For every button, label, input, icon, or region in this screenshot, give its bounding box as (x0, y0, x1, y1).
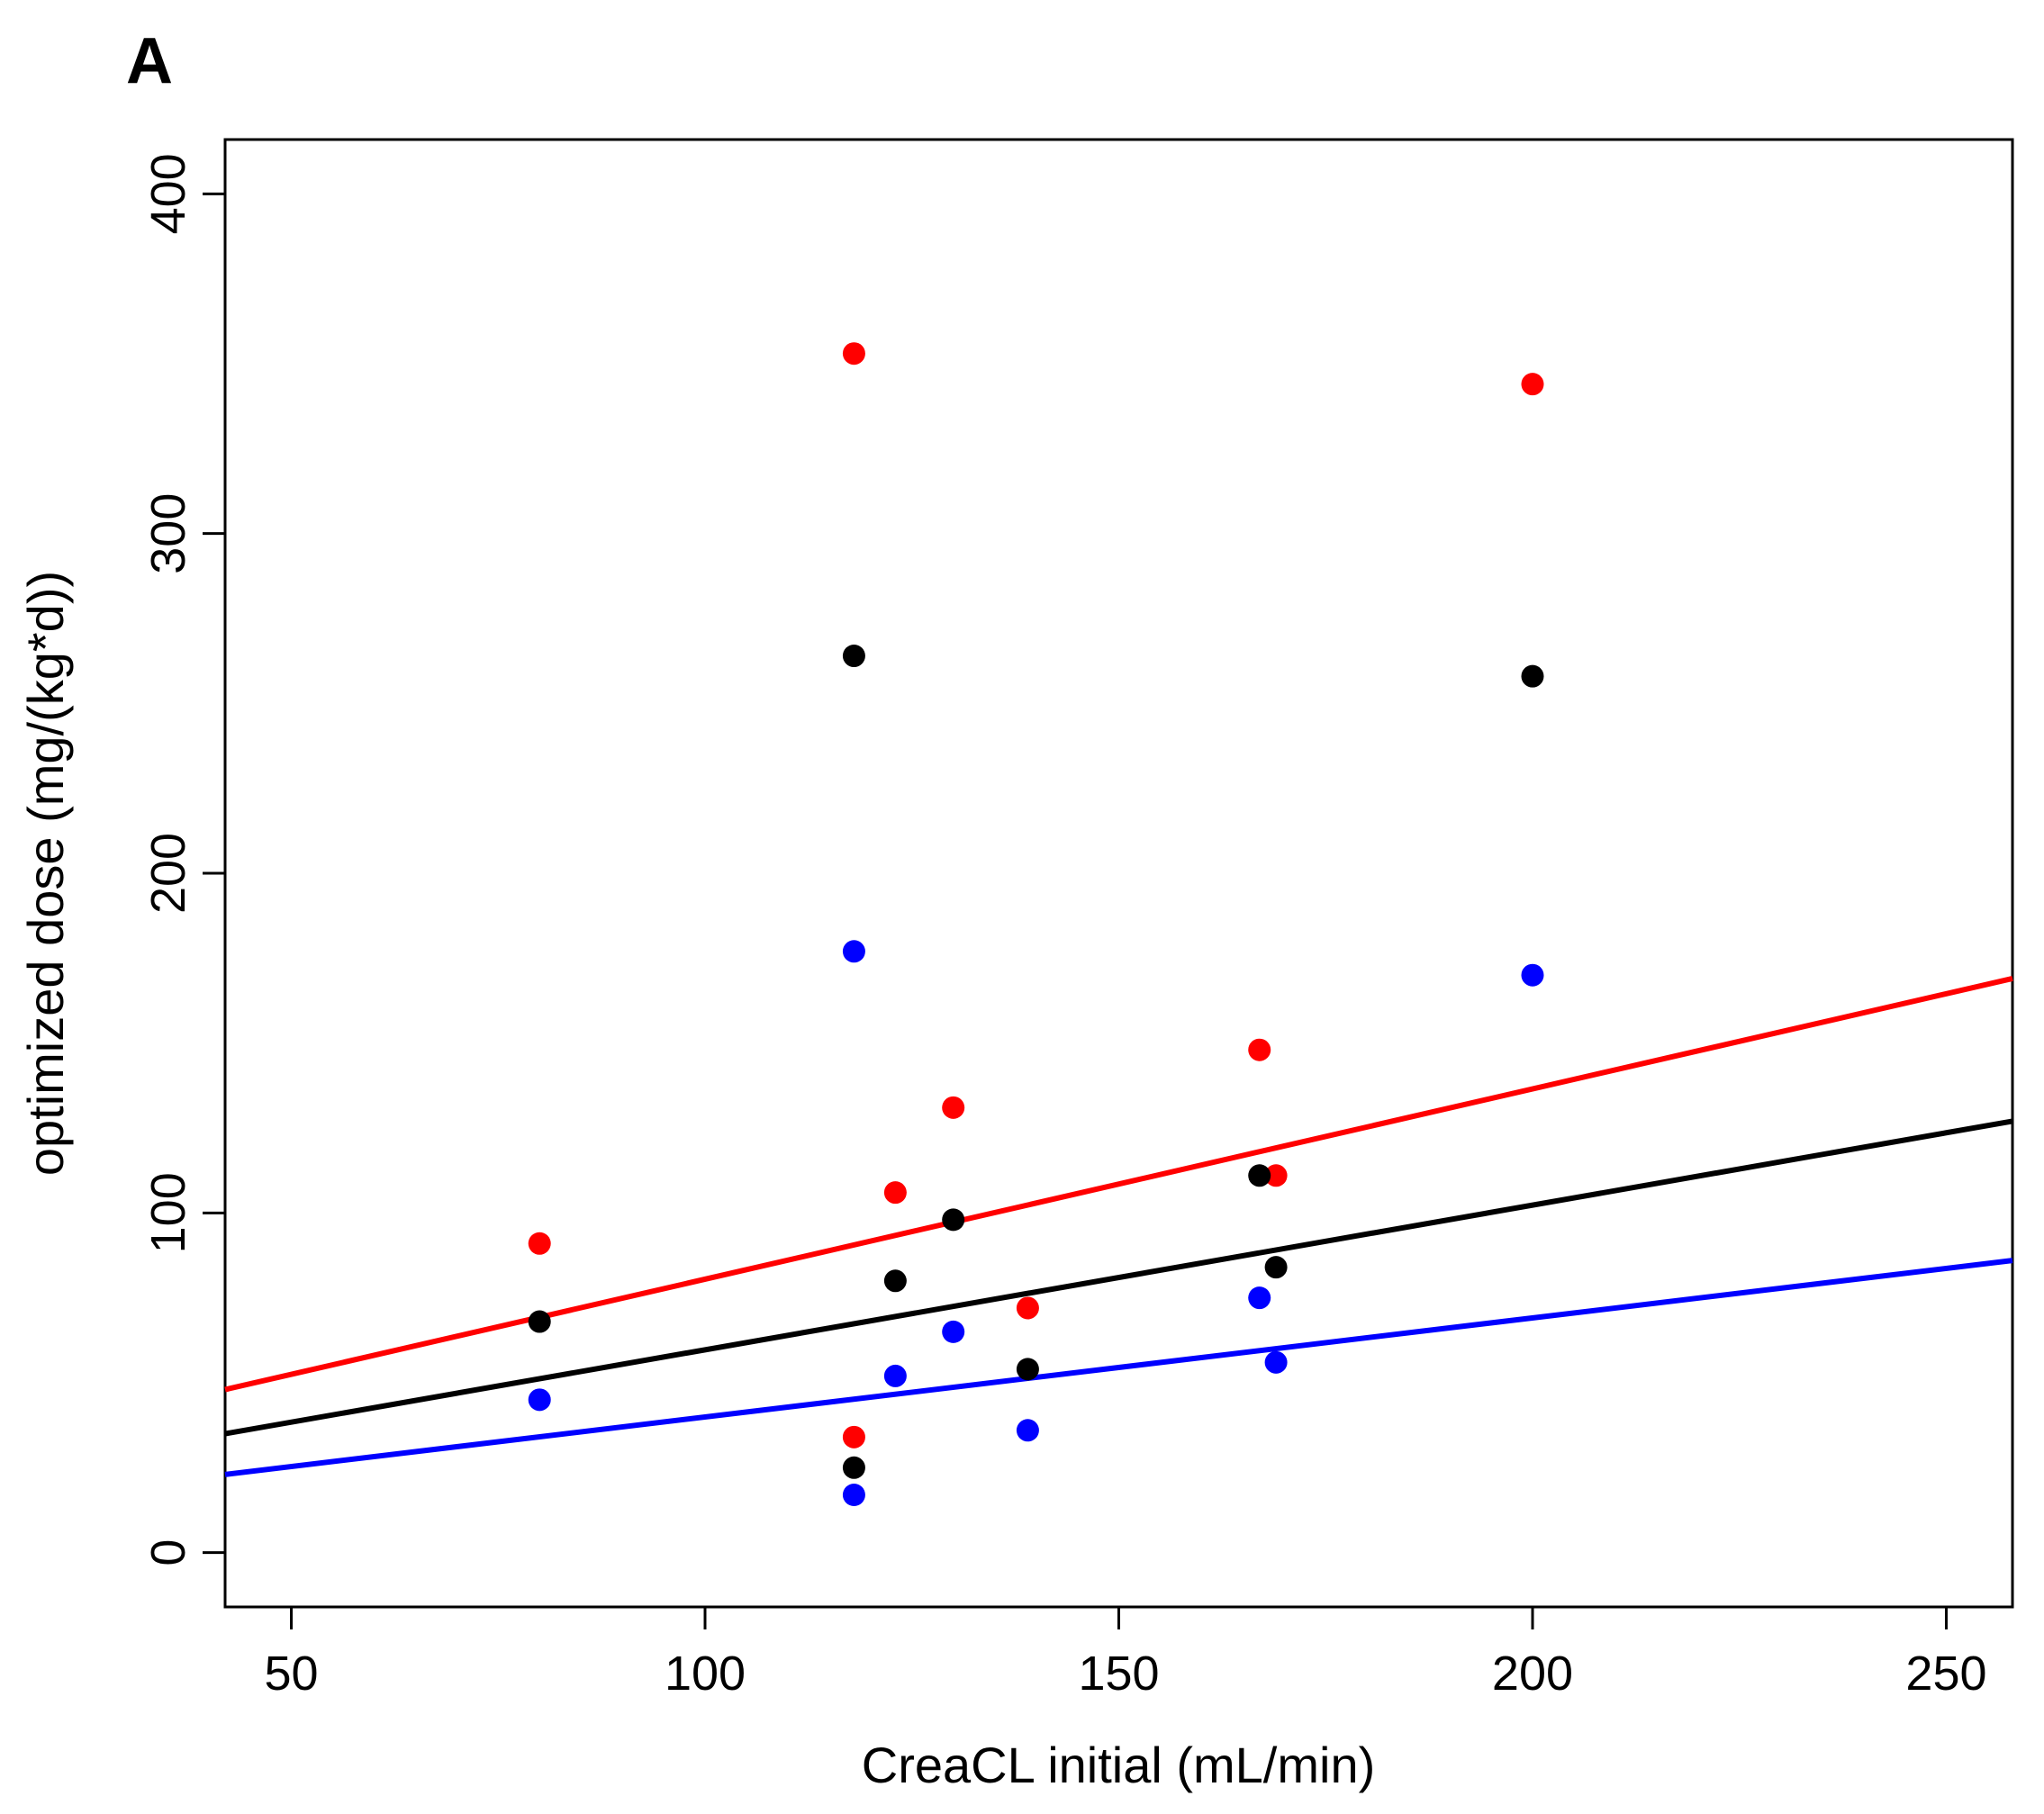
blue-point (528, 1388, 551, 1412)
y-axis: 0 100 200 300 400 (141, 153, 225, 1566)
y-tick-label: 400 (141, 153, 195, 234)
blue-point (842, 940, 865, 963)
red-fit-line (224, 976, 2013, 1393)
x-tick-label: 250 (1905, 1647, 1986, 1701)
red-point (1521, 373, 1544, 396)
blue-point (1264, 1350, 1288, 1374)
red-point (1264, 1164, 1288, 1187)
black-point (1016, 1358, 1039, 1381)
y-tick-label: 200 (141, 833, 195, 914)
blue-point (842, 1483, 865, 1506)
red-point (1016, 1296, 1039, 1320)
red-point (942, 1096, 965, 1119)
x-tick-label: 50 (264, 1647, 318, 1701)
blue-point (1521, 963, 1544, 987)
y-tick-label: 0 (141, 1539, 195, 1566)
black-point (842, 645, 865, 668)
blue-point (883, 1364, 907, 1387)
regression-lines (224, 976, 2013, 1477)
x-axis-title: CreaCL initial (mL/min) (862, 1737, 1376, 1793)
blue-point (1016, 1419, 1039, 1442)
black-fit-line (224, 1118, 2013, 1437)
x-tick-label: 100 (665, 1647, 746, 1701)
x-tick-label: 200 (1492, 1647, 1573, 1701)
black-point (528, 1310, 551, 1333)
red-point (1248, 1038, 1271, 1061)
black-point (842, 1456, 865, 1479)
red-point (528, 1232, 551, 1255)
black-point (1248, 1164, 1271, 1187)
black-point (942, 1208, 965, 1232)
blue-point (1248, 1286, 1271, 1310)
panel-label: A (126, 25, 173, 97)
y-axis-title: optimized dose (mg/(kg*d)) (17, 571, 74, 1176)
black-point (1521, 664, 1544, 688)
y-tick-label: 100 (141, 1172, 195, 1253)
red-point (842, 342, 865, 366)
x-tick-label: 150 (1078, 1647, 1159, 1701)
y-tick-label: 300 (141, 493, 195, 574)
blue-point (942, 1320, 965, 1343)
red-point (883, 1181, 907, 1205)
x-axis: 50 100 150 200 250 (264, 1607, 1987, 1701)
red-point (842, 1425, 865, 1448)
black-point (1264, 1256, 1288, 1279)
blue-fit-line (224, 1258, 2013, 1477)
black-point (883, 1269, 907, 1293)
data-points (528, 342, 1544, 1506)
